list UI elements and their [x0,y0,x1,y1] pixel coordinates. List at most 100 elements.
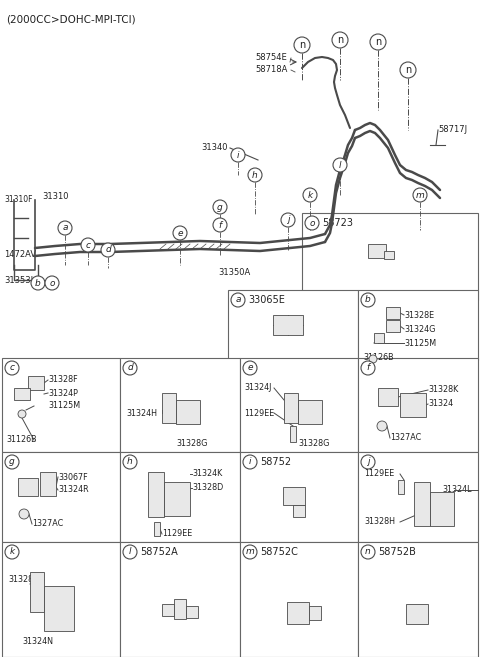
Bar [240,542,358,657]
Circle shape [361,293,375,307]
Text: g: g [9,457,15,466]
Bar [293,505,305,517]
Bar [358,452,478,542]
Circle shape [213,200,227,214]
Text: n: n [375,37,381,47]
Text: (2000CC>DOHC-MPI-TCI): (2000CC>DOHC-MPI-TCI) [6,14,136,24]
Circle shape [123,455,137,469]
Bar [44,586,74,631]
Text: d: d [105,246,111,254]
Circle shape [173,226,187,240]
Circle shape [58,221,72,235]
Text: 58752A: 58752A [140,547,178,557]
Bar [309,606,321,620]
Circle shape [294,37,310,53]
Bar [30,572,44,612]
Text: 31125M: 31125M [48,401,80,411]
Circle shape [370,34,386,50]
Bar [386,307,400,319]
Text: 31324L: 31324L [442,486,471,495]
Text: g: g [217,202,223,212]
Text: 33065E: 33065E [248,295,285,305]
Bar [386,320,400,332]
Text: 58752: 58752 [260,457,291,467]
Text: 31328H: 31328H [364,518,395,526]
Circle shape [31,276,45,290]
Text: 31126B: 31126B [6,436,36,445]
Circle shape [45,276,59,290]
Circle shape [413,188,427,202]
Bar [154,522,160,536]
Text: 31310: 31310 [42,192,69,201]
Text: 1129EE: 1129EE [162,530,192,539]
Text: c: c [10,363,14,373]
Text: j: j [287,215,289,225]
Bar [174,599,186,619]
Text: j: j [367,457,369,466]
Text: e: e [247,363,253,373]
Bar [430,492,454,526]
Text: 31324N: 31324N [23,637,53,646]
Bar [120,452,240,542]
Text: 1129EE: 1129EE [364,470,394,478]
Text: 31340: 31340 [202,143,228,152]
Bar [162,604,174,616]
Text: 31353H: 31353H [4,276,37,285]
Text: 31324G: 31324G [404,325,435,334]
Bar [164,482,190,516]
Text: 58752C: 58752C [260,547,298,557]
Circle shape [369,355,377,363]
Text: 31324P: 31324P [48,388,78,397]
Circle shape [305,216,319,230]
Text: 1327AC: 1327AC [390,434,421,443]
Text: a: a [235,296,241,304]
Text: 58752B: 58752B [378,547,416,557]
Text: 58717J: 58717J [438,125,467,135]
Text: 31328D: 31328D [192,484,223,493]
Bar [283,487,305,505]
Text: 31328E: 31328E [404,311,434,319]
Circle shape [243,455,257,469]
Text: 31324K: 31324K [192,470,222,478]
Text: n: n [405,65,411,75]
Text: m: m [246,547,254,556]
Text: i: i [237,150,239,160]
Circle shape [361,361,375,375]
Text: b: b [35,279,41,288]
Bar [2,452,120,542]
Circle shape [333,158,347,172]
Bar [240,358,358,452]
Text: 31328G: 31328G [298,438,329,447]
Bar [302,213,478,300]
Text: 1472AV: 1472AV [4,250,36,259]
Bar [28,376,44,390]
Text: 31328G: 31328G [176,438,207,447]
Bar [414,482,430,526]
Circle shape [123,545,137,559]
Text: f: f [218,221,222,229]
Bar [40,472,56,496]
Bar [273,315,303,335]
Text: b: b [365,296,371,304]
Circle shape [248,168,262,182]
Text: n: n [365,547,371,556]
Circle shape [332,32,348,48]
Circle shape [19,509,29,519]
Bar [406,604,428,624]
Bar [228,290,358,360]
Bar [374,333,384,343]
Circle shape [231,148,245,162]
Bar [400,393,426,417]
Circle shape [5,455,19,469]
Circle shape [361,455,375,469]
Bar [240,452,358,542]
Bar [358,290,478,360]
Circle shape [123,361,137,375]
Text: 1327AC: 1327AC [32,520,63,528]
Circle shape [5,545,19,559]
Text: n: n [337,35,343,45]
Circle shape [231,293,245,307]
Bar [384,251,394,259]
Text: 31324R: 31324R [58,486,89,495]
Bar [2,542,120,657]
